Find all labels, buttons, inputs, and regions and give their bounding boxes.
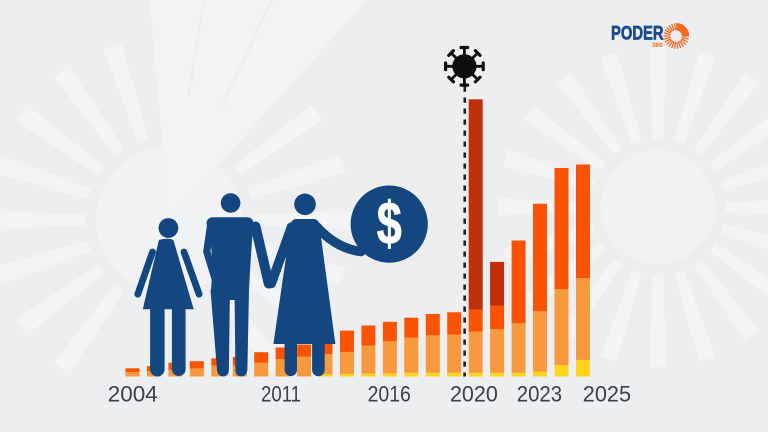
svg-text:2016: 2016 <box>368 381 411 406</box>
svg-text:2020: 2020 <box>450 381 498 406</box>
svg-text:2025: 2025 <box>583 381 631 406</box>
svg-text:360: 360 <box>652 42 663 49</box>
svg-text:$: $ <box>377 190 402 257</box>
svg-text:2004: 2004 <box>108 381 158 406</box>
svg-text:2011: 2011 <box>261 381 301 406</box>
svg-text:2023: 2023 <box>517 381 562 406</box>
